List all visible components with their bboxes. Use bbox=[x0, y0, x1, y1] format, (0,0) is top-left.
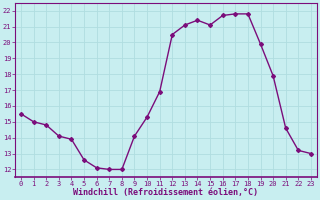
X-axis label: Windchill (Refroidissement éolien,°C): Windchill (Refroidissement éolien,°C) bbox=[74, 188, 259, 197]
